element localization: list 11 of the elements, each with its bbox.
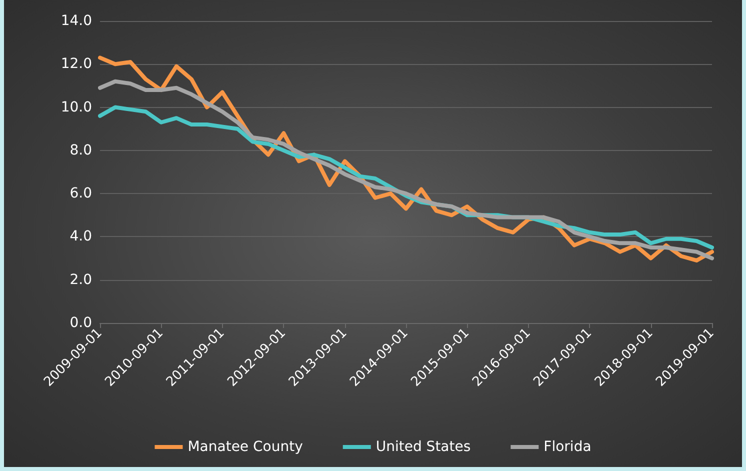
legend-label: Florida: [544, 439, 592, 455]
legend-label: Manatee County: [188, 439, 303, 455]
y-tick-label: 10.0: [60, 99, 92, 116]
y-tick-label: 0.0: [70, 315, 92, 331]
y-tick-label: 2.0: [70, 272, 92, 288]
y-tick-label: 12.0: [60, 56, 92, 72]
y-tick-label: 4.0: [70, 228, 92, 245]
y-tick-label: 6.0: [70, 186, 92, 202]
y-tick-label: 14.0: [60, 13, 92, 29]
y-tick-label: 8.0: [70, 142, 92, 158]
legend-label: United States: [376, 439, 471, 455]
